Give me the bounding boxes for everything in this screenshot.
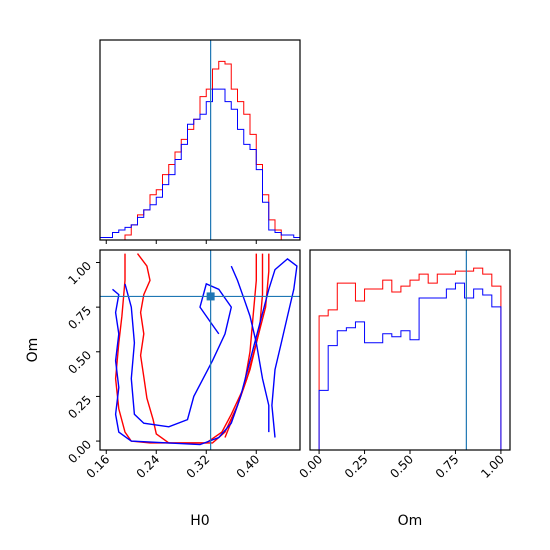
density-red-contour (136, 253, 257, 444)
hist-om-panel: 0.00 0.25 0.50 0.75 1.00 (296, 249, 511, 481)
hist-om-xtick-label: 0.50 (387, 452, 416, 481)
density-panel: 0.16 0.24 0.32 0.40 0.00 0.25 0.50 0.75 1.00 (65, 249, 301, 481)
density-frame (99, 249, 301, 451)
hist-h0-frame (99, 39, 301, 241)
hist-om-blue-series (310, 282, 510, 451)
density-xtick-label: 0.16 (84, 452, 113, 481)
density-blue-contour (124, 282, 233, 428)
density-ytick-label: 1.00 (65, 259, 94, 288)
x-axis-label-h0: H0 (190, 513, 209, 529)
hist-om-xtick-label: 0.00 (296, 452, 325, 481)
density-blue-contour (112, 257, 298, 446)
y-axis-label-om: Om (25, 338, 41, 363)
density-ytick-label: 0.50 (65, 348, 94, 377)
density-ytick-label: 0.25 (65, 393, 94, 422)
hist-h0-panel (99, 39, 301, 244)
density-xtick-label: 0.40 (234, 452, 263, 481)
hist-om-xtick-label: 1.00 (478, 452, 507, 481)
density-contours (112, 253, 298, 446)
density-ytick-label: 0.75 (65, 303, 94, 332)
hist-om-red-series (310, 267, 510, 451)
hist-om-xtick-label: 0.75 (433, 452, 462, 481)
density-xtick-label: 0.24 (134, 452, 163, 481)
hist-h0-red-series (100, 60, 300, 241)
hist-h0-blue-series (99, 88, 301, 240)
density-xtick-label: 0.32 (184, 452, 213, 481)
hist-om-xtick-label: 0.25 (342, 452, 371, 481)
x-axis-label-om: Om (398, 513, 423, 529)
density-blue-contour (230, 265, 270, 433)
density-ytick-label: 0.00 (65, 437, 94, 466)
truth-marker (206, 292, 215, 301)
